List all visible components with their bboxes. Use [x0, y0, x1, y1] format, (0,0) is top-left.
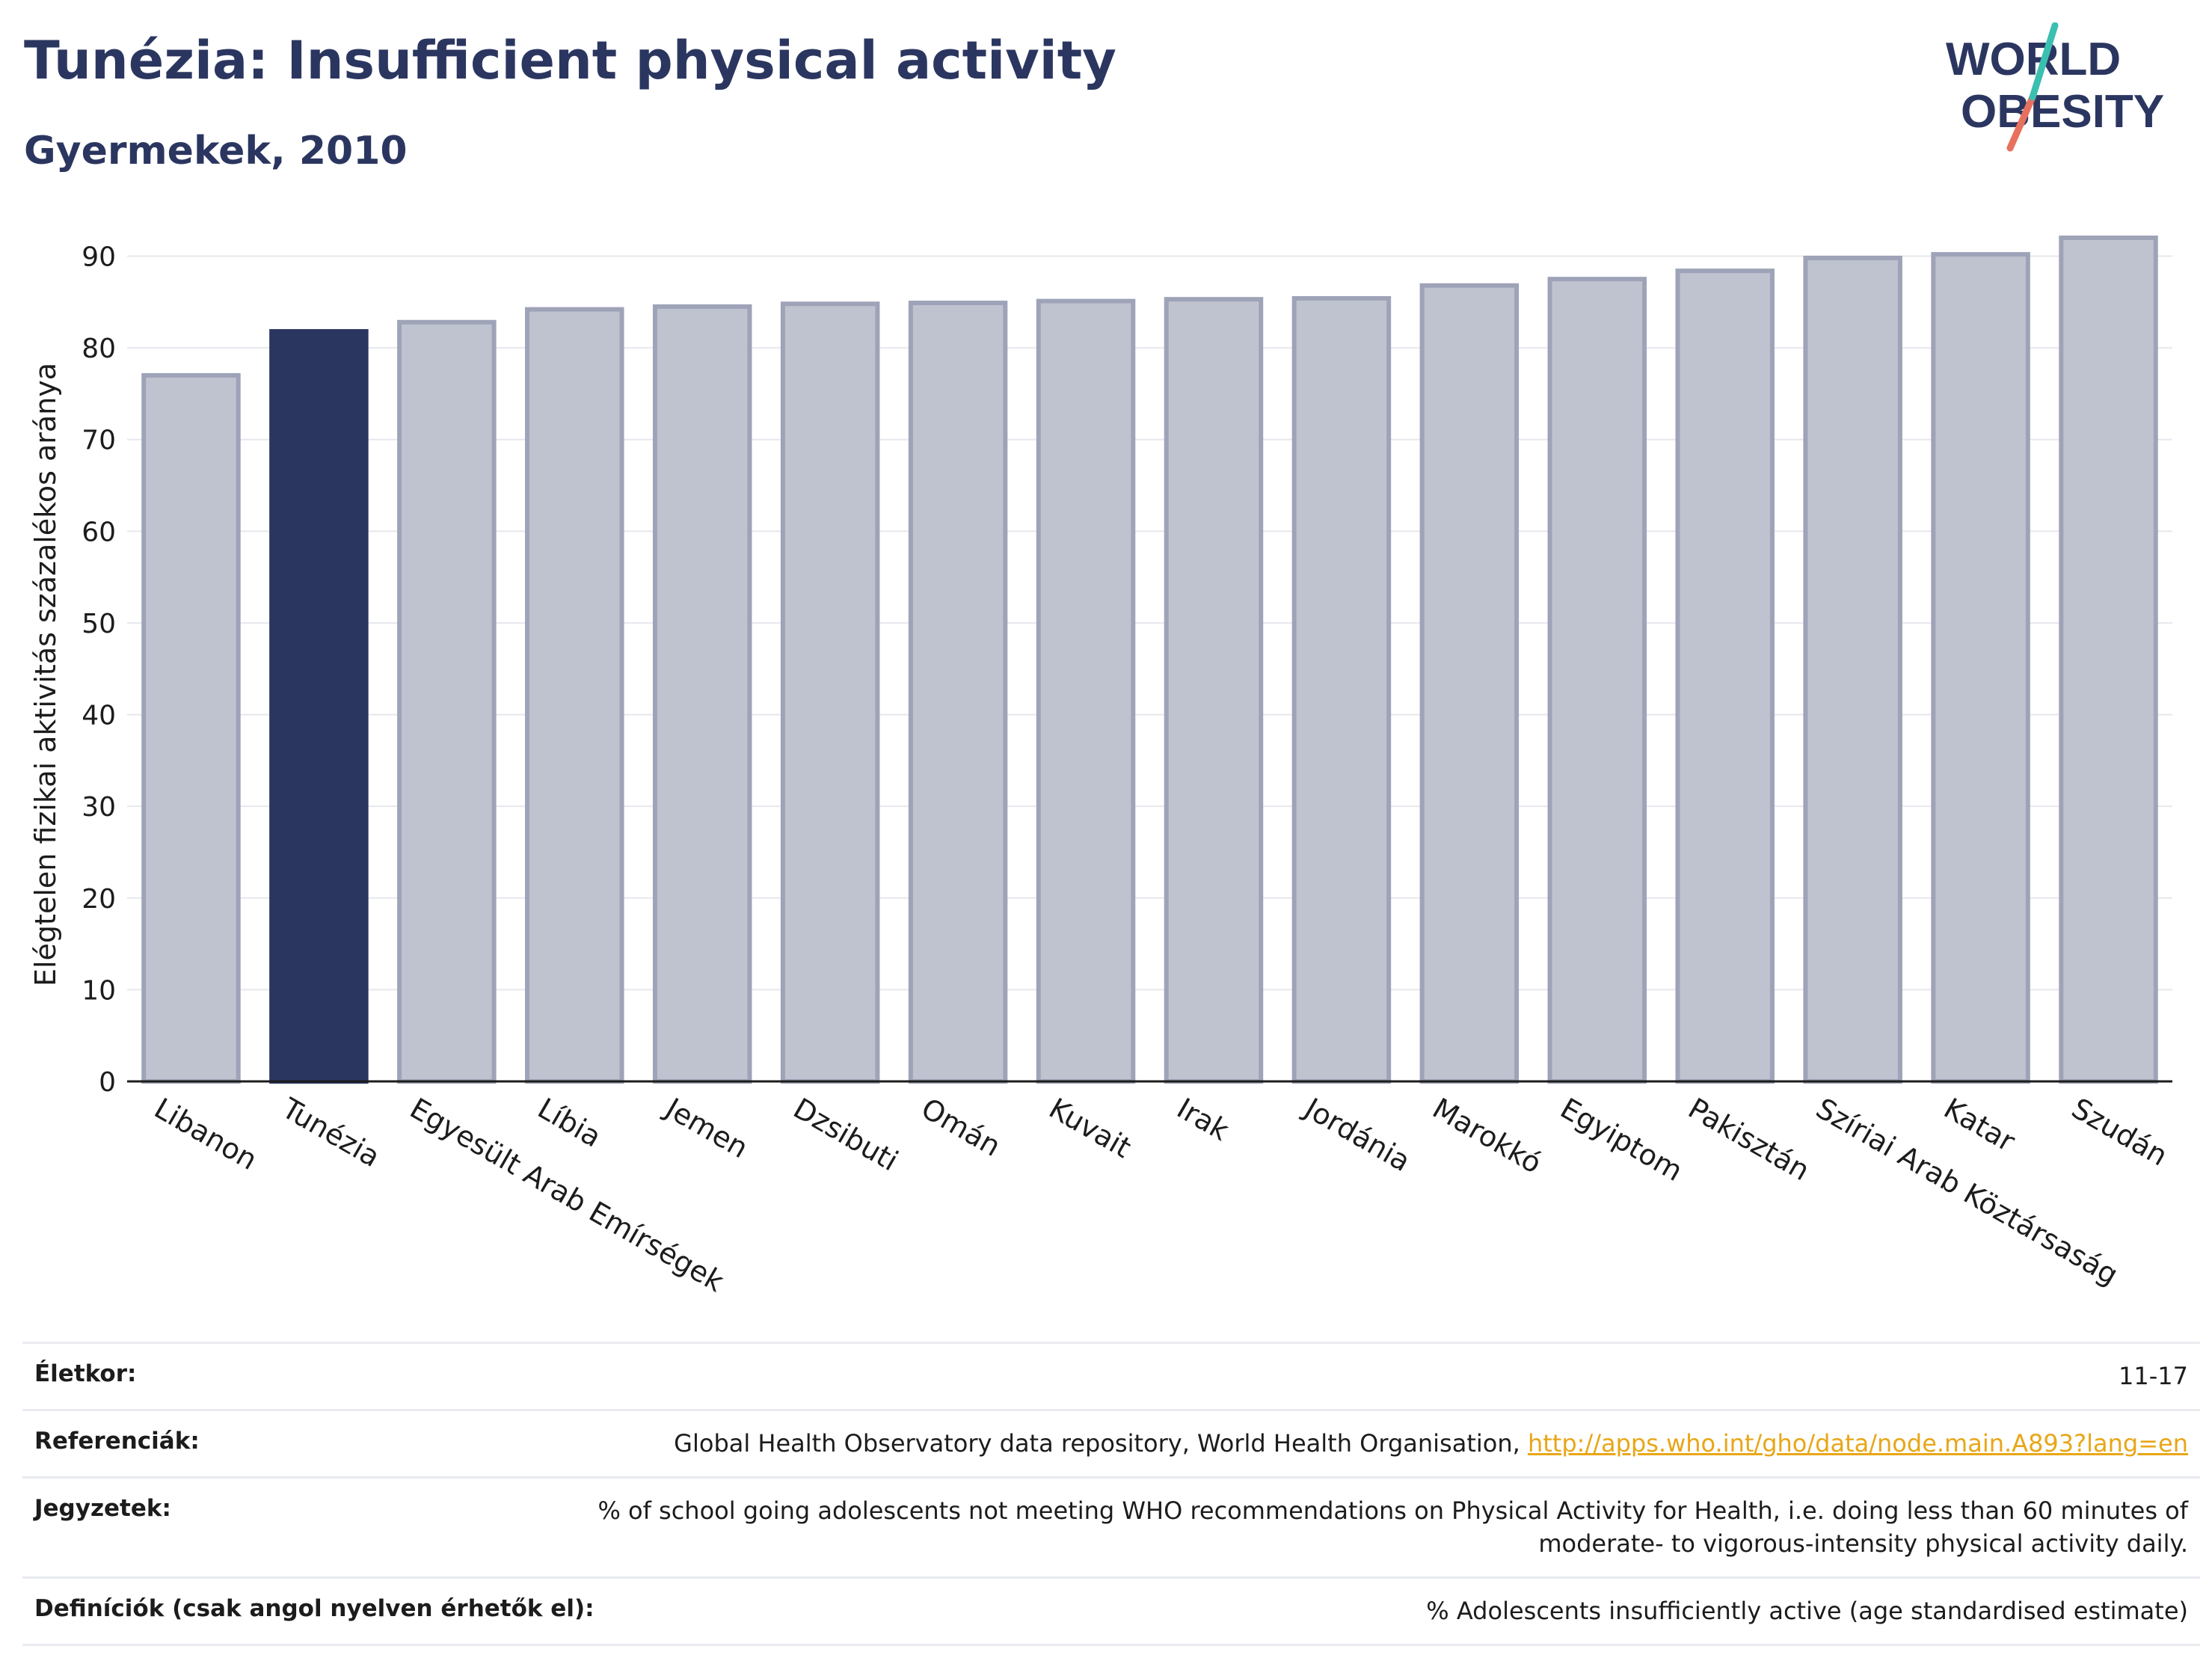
bar-Marokkó — [1419, 283, 1520, 1084]
x-tick-label: Pakisztán — [1683, 1092, 1815, 1188]
x-tick-label: Tunézia — [276, 1091, 386, 1173]
note-text-line1: % of school going adolescents not meetin… — [597, 1496, 2188, 1526]
bar-Szíriai Arab Köztársaság — [1803, 255, 1902, 1084]
y-tick-label: 60 — [82, 517, 116, 547]
note-value: Global Health Observatory data repositor… — [674, 1428, 2188, 1460]
y-axis-label: Elégtelen fizikai aktivitás százalékos a… — [29, 363, 62, 986]
logo-line2: OBESITY — [1961, 86, 2164, 138]
bar-Pakisztán — [1675, 268, 1775, 1084]
logo-line1: WORLD — [1946, 34, 2121, 85]
note-text-line2: moderate- to vigorous-intensity physical… — [1538, 1529, 2188, 1558]
bar-Jemen — [652, 304, 752, 1084]
y-tick-label: 90 — [82, 242, 116, 273]
note-label: Életkor: — [34, 1360, 137, 1387]
x-tick-label: Szudán — [2066, 1092, 2173, 1173]
note-row-age: Életkor: 11-17 — [22, 1342, 2200, 1409]
note-label: Referenciák: — [34, 1428, 200, 1455]
bar-Katar — [1931, 252, 2030, 1084]
x-tick-label: Irak — [1171, 1092, 1234, 1147]
note-value: 11-17 — [2119, 1362, 2188, 1390]
x-tick-label: Kuvait — [1044, 1092, 1137, 1164]
note-row-notes: Jegyzetek: % of school going adolescents… — [22, 1476, 2200, 1576]
reference-link[interactable]: http://apps.who.int/gho/data/node.main.A… — [1527, 1429, 2188, 1458]
bar-Egyesült Arab Emírségek — [397, 319, 497, 1084]
y-tick-label: 10 — [82, 975, 116, 1006]
bar-Dzsibuti — [780, 301, 880, 1084]
bar-Irak — [1164, 297, 1264, 1084]
bar-Líbia — [525, 307, 624, 1084]
chart-notes: Életkor: 11-17 Referenciák: Global Healt… — [22, 1342, 2200, 1646]
x-tick-label: Omán — [916, 1092, 1007, 1163]
y-axis-ticks: 0 10 20 30 40 50 60 70 80 90 — [82, 242, 116, 1098]
x-tick-label: Líbia — [532, 1092, 607, 1154]
logo-slash-teal — [2029, 22, 2059, 101]
note-row-references: Referenciák: Global Health Observatory d… — [22, 1409, 2200, 1476]
bars — [141, 236, 2158, 1084]
logo-slash-red — [2006, 93, 2036, 152]
bar-Libanon — [141, 372, 241, 1084]
reference-text: Global Health Observatory data repositor… — [674, 1429, 1528, 1458]
y-tick-label: 70 — [82, 426, 116, 456]
y-tick-label: 50 — [82, 609, 116, 639]
bar-Jordánia — [1291, 295, 1392, 1084]
x-tick-label: Libanon — [149, 1092, 262, 1176]
x-tick-label: Egyiptom — [1555, 1092, 1688, 1188]
x-tick-label: Jemen — [659, 1091, 754, 1165]
bar-Kuvait — [1036, 298, 1136, 1084]
note-label: Definíciók (csak angol nyelven érhetők e… — [34, 1594, 595, 1622]
bar-Szudán — [2059, 236, 2158, 1084]
bar-Egyiptom — [1547, 277, 1647, 1084]
note-value: % of school going adolescents not meetin… — [597, 1495, 2188, 1559]
note-value: % Adolescents insufficiently active (age… — [1426, 1596, 2188, 1625]
y-tick-label: 40 — [82, 701, 116, 731]
note-row-definitions: Definíciók (csak angol nyelven érhetők e… — [22, 1576, 2200, 1646]
world-obesity-logo: WORLD OBESITY — [1946, 22, 2164, 152]
x-tick-label: Jordánia — [1298, 1091, 1416, 1178]
x-tick-label: Marokkó — [1427, 1092, 1547, 1180]
x-tick-label: Dzsibuti — [788, 1092, 904, 1178]
y-tick-label: 0 — [99, 1067, 116, 1098]
y-tick-label: 20 — [82, 884, 116, 915]
x-axis-labels: Libanon Tunézia Egyesült Arab EmírségekLíb… — [149, 1091, 2173, 1298]
x-tick-label: Katar — [1938, 1092, 2021, 1158]
y-tick-label: 80 — [82, 334, 116, 364]
chart-subtitle: Gyermekek, 2010 — [24, 129, 408, 174]
bar-Tunézia — [269, 329, 369, 1084]
y-tick-label: 30 — [82, 792, 116, 823]
bar-Omán — [908, 301, 1008, 1084]
note-label: Jegyzetek: — [34, 1495, 171, 1523]
chart-title: Tunézia: Insufficient physical activity — [24, 30, 1116, 91]
bar-chart: 0 10 20 30 40 50 60 70 80 90 Libanon Tunézia Egyesü… — [29, 236, 2173, 1298]
